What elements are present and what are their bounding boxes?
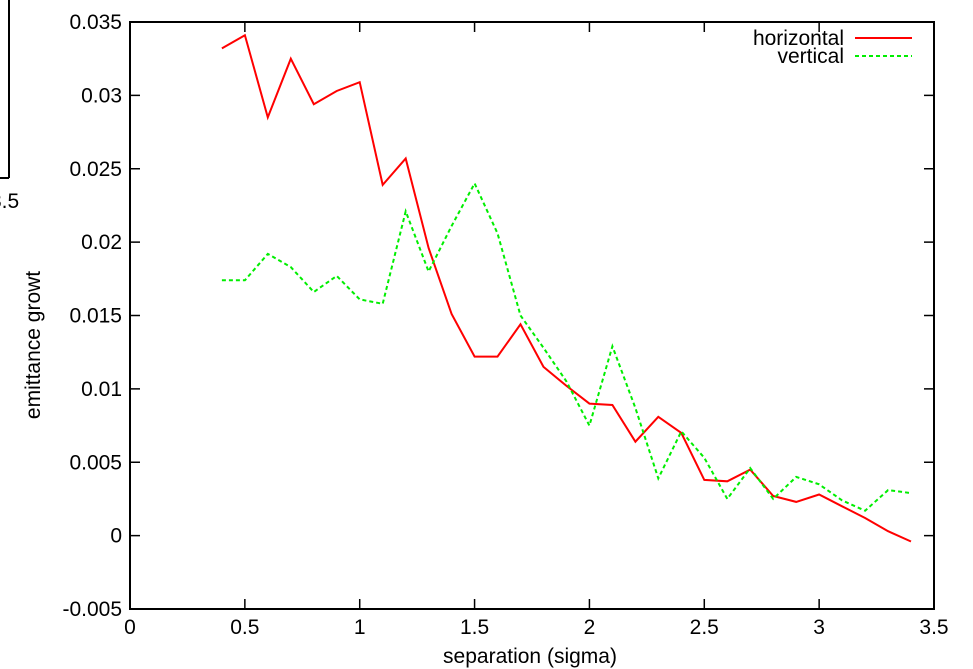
y-tick-label: 0.03 bbox=[81, 84, 122, 107]
x-tick-label: 1.5 bbox=[460, 616, 489, 639]
y-tick-label: -0.005 bbox=[62, 598, 122, 621]
fragment-tick-label: 3.5 bbox=[0, 190, 19, 213]
y-tick-label: 0.015 bbox=[69, 305, 122, 328]
y-axis-title: emittance growt bbox=[22, 271, 45, 419]
y-tick-label: 0.02 bbox=[81, 231, 122, 254]
x-tick-label: 3 bbox=[813, 616, 825, 639]
y-tick-label: 0.035 bbox=[69, 11, 122, 34]
series-line-vertical bbox=[221, 181, 912, 512]
y-tick-label: 0.025 bbox=[69, 158, 122, 181]
x-tick-label: 2.5 bbox=[690, 616, 719, 639]
x-tick-label: 2 bbox=[584, 616, 596, 639]
series-line-horizontal bbox=[221, 33, 912, 543]
x-tick-label: 0 bbox=[124, 616, 136, 639]
x-axis-title: separation (sigma) bbox=[443, 645, 617, 668]
tick-layer: 0 0.5 1 1.5 2 2.5 3 3.5-0.00500.0050.010.0150.0… bbox=[62, 11, 948, 639]
plot-area bbox=[129, 21, 935, 610]
neighbor-figure-fragment: 3.5 bbox=[0, 0, 19, 213]
series-layer bbox=[221, 33, 912, 543]
plot-frame bbox=[129, 21, 935, 610]
y-tick-label: 0.01 bbox=[81, 378, 122, 401]
x-tick-label: 0.5 bbox=[230, 616, 259, 639]
x-tick-label: 1 bbox=[354, 616, 366, 639]
x-tick-label: 3.5 bbox=[919, 616, 948, 639]
legend-label-vertical: vertical bbox=[777, 45, 844, 68]
y-tick-label: 0 bbox=[110, 525, 122, 548]
y-tick-label: 0.005 bbox=[69, 451, 122, 474]
legend-label-horizontal: horizontal bbox=[753, 27, 844, 50]
